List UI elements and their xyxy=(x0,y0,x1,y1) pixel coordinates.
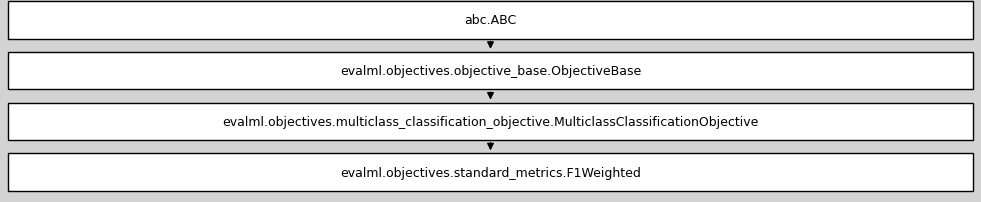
Text: evalml.objectives.multiclass_classification_objective.MulticlassClassificationOb: evalml.objectives.multiclass_classificat… xyxy=(223,115,758,128)
FancyBboxPatch shape xyxy=(8,53,973,90)
FancyBboxPatch shape xyxy=(8,2,973,39)
Text: evalml.objectives.standard_metrics.F1Weighted: evalml.objectives.standard_metrics.F1Wei… xyxy=(340,166,641,179)
Text: evalml.objectives.objective_base.ObjectiveBase: evalml.objectives.objective_base.Objecti… xyxy=(339,65,642,78)
Text: abc.ABC: abc.ABC xyxy=(464,14,517,27)
FancyBboxPatch shape xyxy=(8,103,973,140)
FancyBboxPatch shape xyxy=(8,154,973,191)
